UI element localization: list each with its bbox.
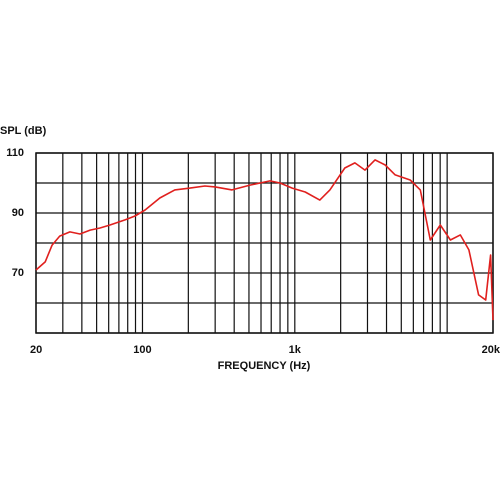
x-tick-label: 20 — [30, 344, 42, 356]
x-tick-label: 20k — [482, 344, 500, 356]
x-axis-label: FREQUENCY (Hz) — [218, 360, 311, 372]
y-tick-label: 90 — [12, 207, 24, 219]
y-tick-label: 70 — [12, 267, 24, 279]
x-tick-label: 1k — [289, 344, 302, 356]
y-axis-label: SPL (dB) — [0, 125, 47, 137]
plot-border — [35, 152, 494, 334]
y-tick-label: 110 — [6, 147, 24, 159]
response-line — [35, 159, 494, 321]
x-tick-label: 100 — [133, 344, 151, 356]
